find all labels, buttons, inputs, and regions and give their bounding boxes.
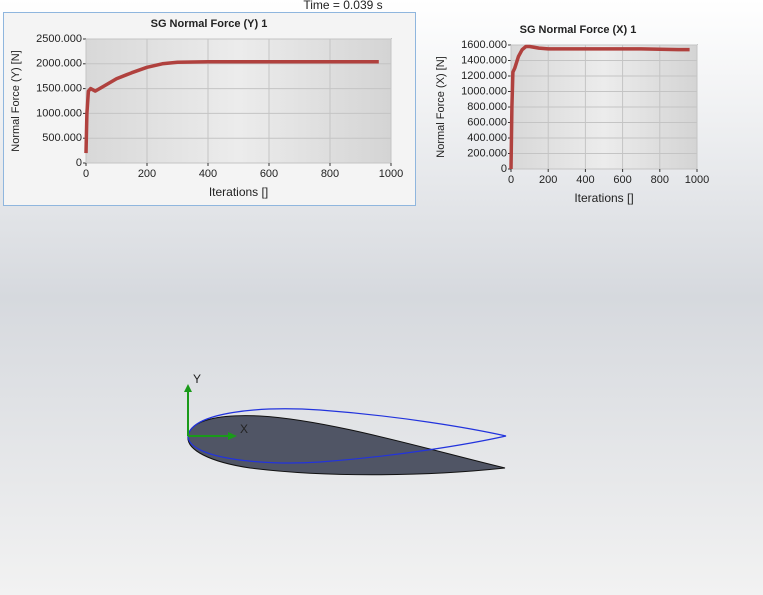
x-tick-label: 600 — [260, 168, 278, 180]
y-tick-label: 0 — [501, 163, 507, 175]
x-tick-label: 400 — [199, 168, 217, 180]
y-tick-label: 1600.000 — [461, 39, 507, 51]
x-tick-label: 200 — [539, 174, 557, 186]
x-tick-label: 1000 — [685, 174, 709, 186]
y-tick-label: 600.000 — [467, 116, 507, 128]
y-tick-label: 1200.000 — [461, 70, 507, 82]
y-tick-label: 0 — [76, 157, 82, 169]
x-tick-label: 1000 — [379, 168, 403, 180]
y-tick-label: 1000.000 — [36, 107, 82, 119]
chart-title: SG Normal Force (Y) 1 — [151, 18, 268, 30]
y-tick-label: 800.000 — [467, 101, 507, 113]
triad-x-arrow — [228, 432, 237, 440]
y-tick-label: 1500.000 — [36, 83, 82, 95]
airfoil-model: Y X — [184, 372, 507, 476]
airfoil-body — [187, 415, 506, 476]
y-tick-label: 2000.000 — [36, 58, 82, 70]
y-tick-label: 400.000 — [467, 132, 507, 144]
y-tick-label: 500.000 — [42, 132, 82, 144]
x-axis-label: Iterations [] — [574, 191, 633, 205]
x-tick-label: 400 — [576, 174, 594, 186]
data-line — [84, 60, 379, 154]
x-axis-label: Iterations [] — [209, 185, 268, 199]
data-line — [509, 44, 690, 170]
y-tick-label: 1000.000 — [461, 85, 507, 97]
triad-y-arrow — [184, 384, 192, 392]
chart-title: SG Normal Force (X) 1 — [520, 24, 637, 36]
x-tick-label: 800 — [651, 174, 669, 186]
airfoil-sketch — [187, 408, 507, 464]
y-tick-label: 1400.000 — [461, 54, 507, 66]
triad-y-label: Y — [193, 372, 201, 386]
triad-x-label: X — [240, 422, 248, 436]
y-axis-label: Normal Force (X) [N] — [435, 56, 447, 157]
x-tick-label: 800 — [321, 168, 339, 180]
y-tick-label: 2500.000 — [36, 33, 82, 45]
x-tick-label: 0 — [508, 174, 514, 186]
y-axis-label: Normal Force (Y) [N] — [10, 50, 22, 151]
plot-area — [85, 38, 392, 164]
x-tick-label: 200 — [138, 168, 156, 180]
x-tick-label: 0 — [83, 168, 89, 180]
x-tick-label: 600 — [613, 174, 631, 186]
time-label: Time = 0.039 s — [303, 0, 382, 12]
y-tick-label: 200.000 — [467, 147, 507, 159]
